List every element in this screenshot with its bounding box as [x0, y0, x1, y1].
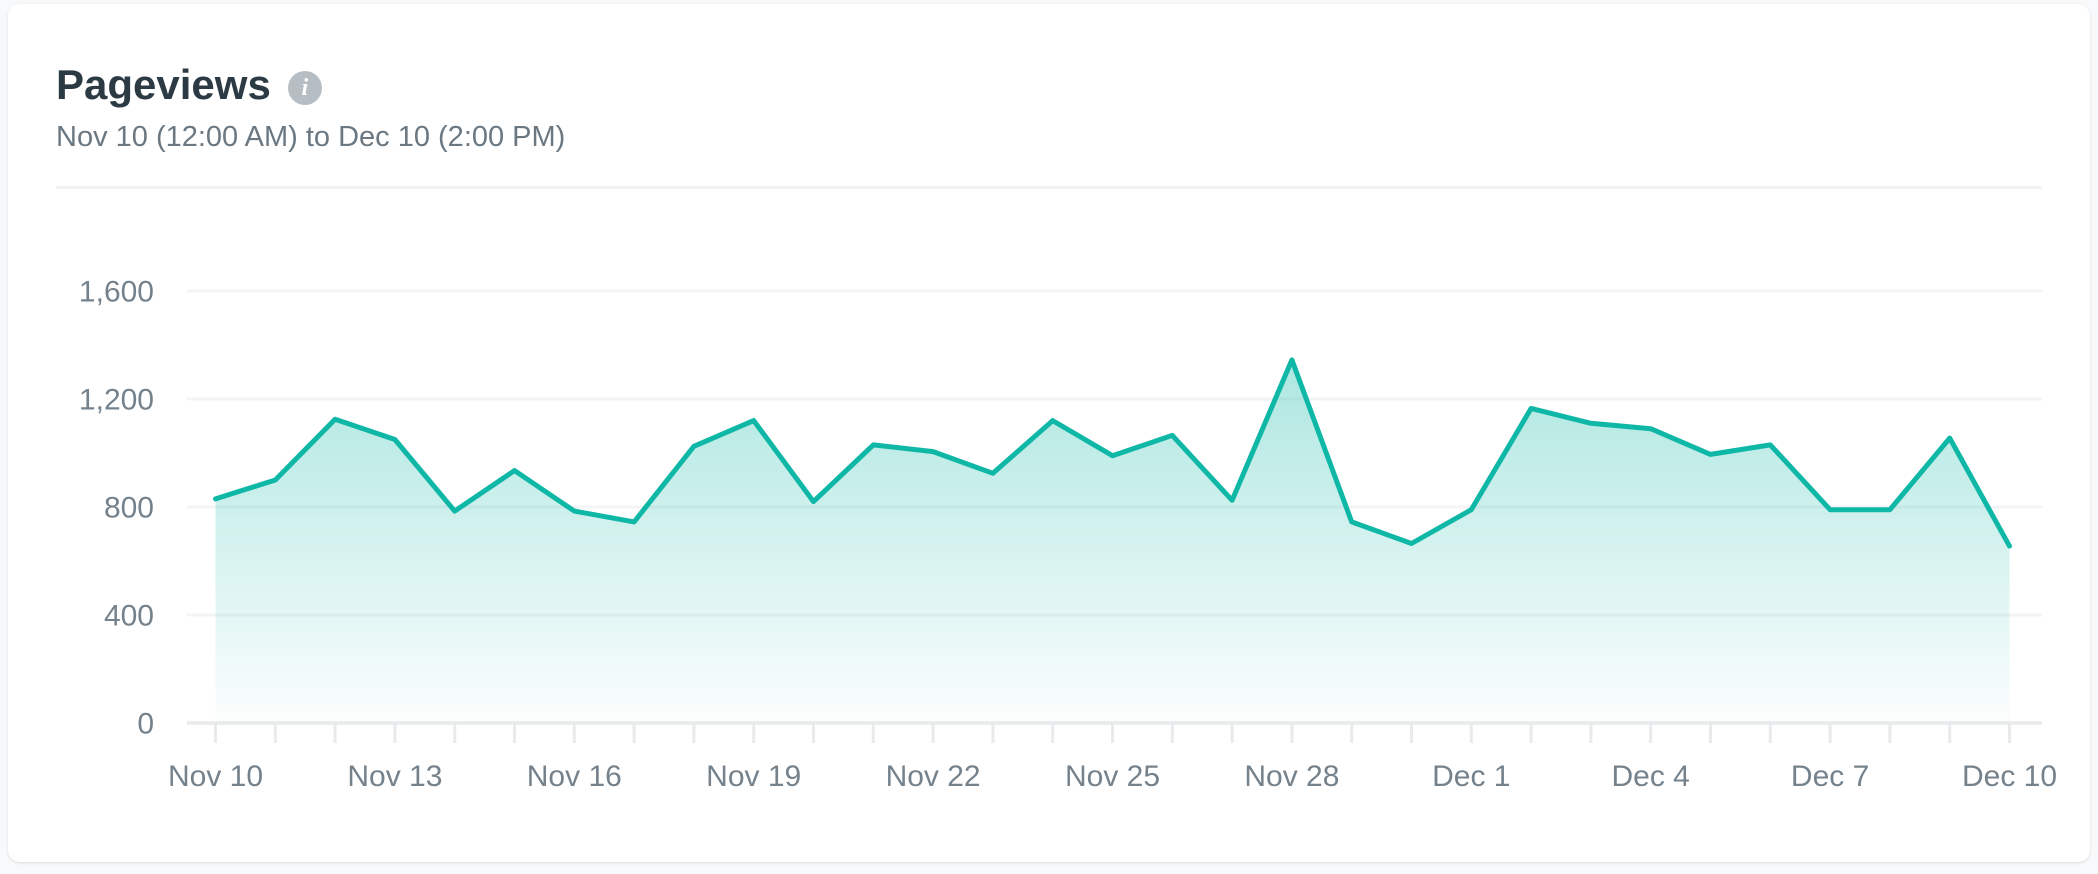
x-tick-label: Nov 28	[1244, 760, 1339, 793]
x-axis	[187, 721, 2042, 743]
info-icon[interactable]: i	[287, 71, 322, 105]
y-tick-label: 800	[104, 492, 154, 525]
x-tick-label: Nov 10	[168, 760, 263, 793]
x-tick-label: Dec 4	[1612, 760, 1690, 793]
header-divider	[56, 186, 2042, 189]
y-tick-label: 1,600	[79, 276, 154, 309]
x-tick-label: Nov 25	[1065, 760, 1160, 793]
data-line	[213, 357, 2012, 549]
y-tick-label: 1,200	[79, 384, 154, 417]
x-axis-labels: Nov 10 Nov 13 Nov 16 Nov 19 Nov 22 Nov 25 Nov …	[168, 760, 2057, 793]
x-tick-label: Dec 7	[1791, 760, 1869, 793]
y-axis-labels: 0 400 800 1,200 1,600	[79, 276, 154, 741]
title-row: Pageviews i	[56, 60, 2042, 108]
x-tick-label: Nov 13	[347, 760, 442, 793]
y-tick-label: 0	[137, 708, 154, 741]
x-tick-label: Dec 1	[1432, 760, 1510, 793]
x-tick-label: Nov 16	[527, 760, 622, 793]
y-tick-label: 400	[104, 600, 154, 633]
chart-title: Pageviews	[56, 60, 271, 108]
area-fill	[215, 359, 2010, 723]
x-tick-label: Dec 10	[1962, 760, 2057, 793]
chart-header: Pageviews i Nov 10 (12:00 AM) to Dec 10 …	[56, 60, 2042, 153]
date-range-subtitle: Nov 10 (12:00 AM) to Dec 10 (2:00 PM)	[56, 120, 566, 153]
x-tick-label: Nov 22	[886, 760, 981, 793]
x-tick-label: Nov 19	[706, 760, 801, 793]
